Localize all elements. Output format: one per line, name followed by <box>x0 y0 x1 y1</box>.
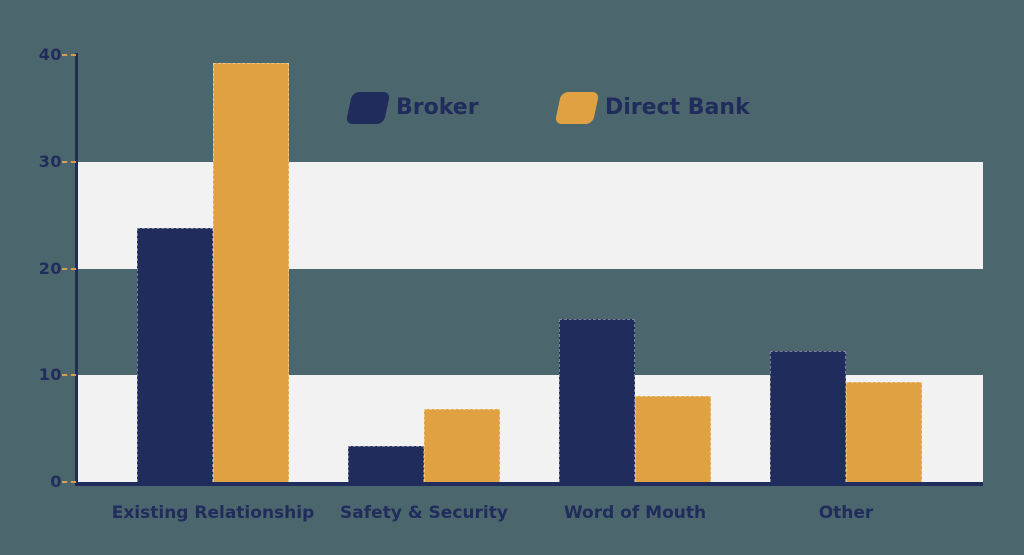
y-tick-label-40: 40 <box>38 45 62 64</box>
x-label-word-of-mouth: Word of Mouth <box>563 503 707 523</box>
legend-item-direct-bank: Direct Bank <box>554 90 750 125</box>
x-label-existing-relationship: Existing Relationship <box>111 503 315 523</box>
x-label-other: Other <box>818 503 874 523</box>
y-tick-mark-20 <box>62 268 76 270</box>
y-tick-mark-0 <box>62 481 76 483</box>
y-tick-label-30: 30 <box>38 152 62 171</box>
bar-broker-word-of-mouth <box>559 319 635 482</box>
y-tick-mark-10 <box>62 374 76 376</box>
legend-label-direct-bank: Direct Bank <box>605 95 750 120</box>
legend-label-broker: Broker <box>396 95 479 120</box>
legend-item-broker: Broker <box>345 90 479 125</box>
y-tick-mark-30 <box>62 161 76 163</box>
bar-broker-existing-relationship <box>137 228 213 482</box>
y-tick-label-20: 20 <box>38 259 62 278</box>
y-tick-label-10: 10 <box>38 365 62 384</box>
y-tick-label-0: 0 <box>50 472 62 491</box>
legend-swatch-direct-bank <box>554 91 600 124</box>
bar-broker-safety-security <box>348 446 424 482</box>
bar-broker-other <box>770 351 846 482</box>
y-tick-mark-40 <box>62 54 76 56</box>
bar-direct-bank-safety-security <box>424 409 500 482</box>
legend-swatch-broker <box>345 91 391 124</box>
x-axis-line <box>75 482 983 486</box>
bar-direct-bank-word-of-mouth <box>635 396 711 482</box>
bar-direct-bank-existing-relationship <box>213 63 289 482</box>
y-axis-line <box>75 53 78 484</box>
bar-direct-bank-other <box>846 382 922 482</box>
x-label-safety-security: Safety & Security <box>340 503 508 523</box>
